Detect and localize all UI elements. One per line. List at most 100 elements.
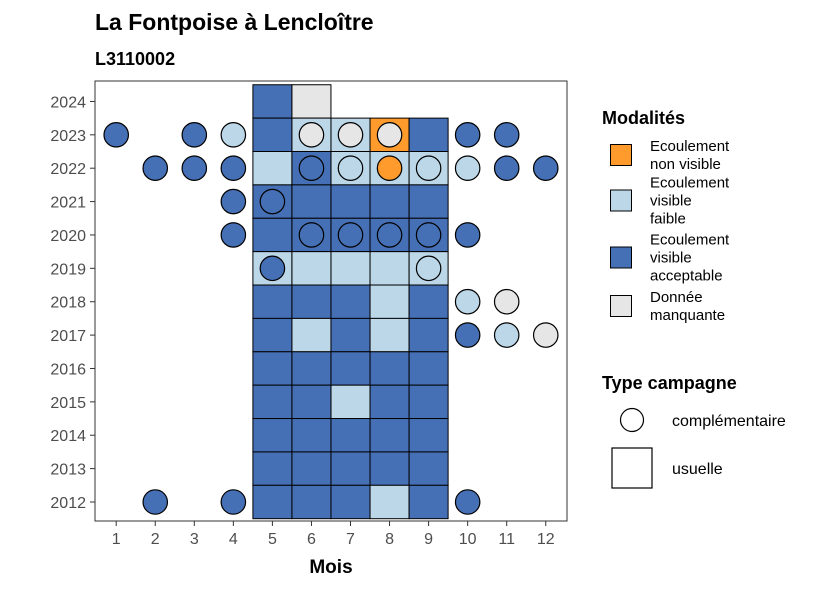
tile-2012-9 xyxy=(408,484,449,520)
tile-2019-6 xyxy=(291,251,332,286)
tile-2012-8 xyxy=(369,484,410,520)
tile-2019-8 xyxy=(369,251,410,286)
point-2018-11 xyxy=(493,288,520,315)
y-tick-label: 2017 xyxy=(50,328,86,345)
y-tick-label: 2023 xyxy=(50,128,86,145)
point-2021-4 xyxy=(220,188,247,215)
point-2017-12 xyxy=(532,322,559,348)
point-2017-10 xyxy=(454,322,481,348)
point-2022-6 xyxy=(298,155,325,181)
tile-2020-5 xyxy=(252,217,293,253)
x-tick-label: 8 xyxy=(385,531,394,548)
x-tick-label: 4 xyxy=(229,531,238,548)
tile-2013-7 xyxy=(330,451,371,486)
y-tick-label: 2019 xyxy=(50,261,86,278)
legend-campagne-title: Type campagne xyxy=(602,373,737,393)
point-2018-10 xyxy=(454,288,481,315)
point-2022-2 xyxy=(142,155,169,181)
x-tick-label: 5 xyxy=(268,531,277,548)
tile-2012-5 xyxy=(252,484,293,520)
tile-2012-7 xyxy=(330,484,371,520)
tile-2017-9 xyxy=(408,317,449,353)
legend-modalites-title: Modalités xyxy=(602,108,685,128)
tile-2024-6 xyxy=(291,84,332,119)
y-tick-label: 2012 xyxy=(50,495,86,512)
point-2021-5 xyxy=(259,188,286,215)
legend-label-donnee_manquante: manquante xyxy=(650,307,725,324)
chart-title: La Fontpoise à Lencloître xyxy=(95,9,374,35)
tile-2013-5 xyxy=(252,451,293,486)
point-2023-1 xyxy=(103,122,129,148)
legend-label-square: usuelle xyxy=(672,461,723,478)
legend-label-ecoulement_visible_faible: visible xyxy=(650,193,692,210)
point-2023-10 xyxy=(454,122,481,148)
legend-label-ecoulement_visible_acceptable: Ecoulement xyxy=(650,232,730,249)
tile-2021-8 xyxy=(369,184,410,219)
legend-label-ecoulement_visible_faible: faible xyxy=(650,211,686,228)
tile-2021-9 xyxy=(408,184,449,219)
legend-key-ecoulement_non_visible xyxy=(610,144,632,166)
legend-label-donnee_manquante: Donnée xyxy=(650,289,703,306)
point-2023-7 xyxy=(337,122,364,148)
tile-2016-7 xyxy=(330,351,371,386)
tile-2013-9 xyxy=(408,451,449,486)
y-tick-label: 2015 xyxy=(50,395,86,412)
chart-subtitle: L3110002 xyxy=(95,49,175,69)
tile-2023-5 xyxy=(252,117,293,153)
plot-border xyxy=(94,80,568,522)
plot-area xyxy=(103,84,559,520)
tile-2017-8 xyxy=(369,317,410,353)
tile-2022-5 xyxy=(252,151,293,186)
y-axis: 2012 2013 2014 2015 2016 2017 2018 2019 2020 2021… xyxy=(50,94,95,512)
tile-2014-7 xyxy=(330,418,371,453)
tile-2014-9 xyxy=(408,418,449,453)
x-tick-label: 7 xyxy=(346,531,355,548)
point-2020-6 xyxy=(298,222,325,248)
legend-label-ecoulement_visible_faible: Ecoulement xyxy=(650,175,730,192)
tile-2018-5 xyxy=(252,284,293,319)
point-2022-4 xyxy=(220,155,247,181)
point-2017-11 xyxy=(493,322,520,348)
legend-label-ecoulement_non_visible: non visible xyxy=(650,156,721,173)
legend-label-circle: complémentaire xyxy=(672,413,786,430)
tile-2016-8 xyxy=(369,351,410,386)
tile-2015-6 xyxy=(291,384,332,420)
tile-2014-8 xyxy=(369,418,410,453)
tile-2015-5 xyxy=(252,384,293,420)
tile-2012-6 xyxy=(291,484,332,520)
tile-2013-6 xyxy=(291,451,332,486)
x-axis-label: Mois xyxy=(309,557,352,578)
point-2023-11 xyxy=(493,122,520,148)
point-2022-9 xyxy=(415,155,442,181)
tile-2016-6 xyxy=(291,351,332,386)
points-layer xyxy=(103,122,559,515)
y-tick-label: 2024 xyxy=(50,94,86,111)
point-2019-9 xyxy=(415,255,442,282)
legend-key-square xyxy=(611,447,653,489)
tile-2017-5 xyxy=(252,317,293,353)
tile-2017-7 xyxy=(330,317,371,353)
x-tick-label: 9 xyxy=(424,531,433,548)
tile-2016-5 xyxy=(252,351,293,386)
x-tick-label: 6 xyxy=(307,531,316,548)
point-2012-4 xyxy=(220,489,247,515)
tile-2014-6 xyxy=(291,418,332,453)
legend-label-ecoulement_non_visible: Ecoulement xyxy=(650,138,730,155)
legend-key-ecoulement_visible_faible xyxy=(610,189,632,212)
tile-2015-8 xyxy=(369,384,410,420)
tile-2024-5 xyxy=(252,84,293,119)
point-2023-8 xyxy=(376,122,403,148)
legend-key-ecoulement_visible_acceptable xyxy=(610,246,632,269)
tile-2023-9 xyxy=(408,117,449,153)
point-2022-3 xyxy=(181,155,208,181)
tile-2021-7 xyxy=(330,184,371,219)
tile-2018-8 xyxy=(369,284,410,319)
legend-campagne: Type campagne complémentaire usuelle xyxy=(602,373,786,489)
tile-2014-5 xyxy=(252,418,293,453)
point-2019-5 xyxy=(259,255,286,282)
y-tick-label: 2018 xyxy=(50,295,86,312)
tile-2018-6 xyxy=(291,284,332,319)
x-tick-label: 2 xyxy=(151,531,160,548)
